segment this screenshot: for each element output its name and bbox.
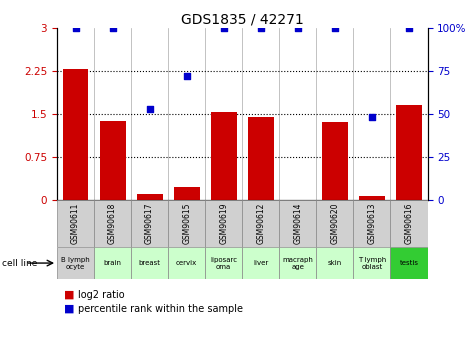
Text: macraph
age: macraph age bbox=[282, 257, 314, 269]
Bar bbox=[279, 247, 316, 279]
Bar bbox=[168, 200, 205, 247]
Bar bbox=[63, 69, 88, 200]
Point bbox=[146, 106, 153, 111]
Bar bbox=[322, 122, 348, 200]
Point bbox=[257, 25, 265, 30]
Bar bbox=[168, 247, 205, 279]
Text: B lymph
ocyte: B lymph ocyte bbox=[61, 257, 90, 269]
Point bbox=[183, 73, 190, 79]
Point bbox=[72, 25, 79, 30]
Text: GSM90619: GSM90619 bbox=[219, 203, 228, 244]
Point bbox=[368, 115, 376, 120]
Bar bbox=[100, 121, 125, 200]
Bar bbox=[131, 247, 168, 279]
Text: GSM90614: GSM90614 bbox=[294, 203, 302, 244]
Point bbox=[331, 25, 339, 30]
Bar bbox=[205, 200, 242, 247]
Bar bbox=[390, 247, 428, 279]
Text: liposarc
oma: liposarc oma bbox=[210, 257, 238, 269]
Text: GSM90617: GSM90617 bbox=[145, 203, 154, 244]
Text: testis: testis bbox=[399, 260, 418, 266]
Text: ■: ■ bbox=[64, 290, 75, 300]
Bar bbox=[211, 112, 237, 200]
Bar bbox=[353, 200, 390, 247]
Text: GSM90612: GSM90612 bbox=[256, 203, 265, 244]
Text: breast: breast bbox=[139, 260, 161, 266]
Point bbox=[109, 25, 116, 30]
Bar bbox=[316, 200, 353, 247]
Text: GSM90615: GSM90615 bbox=[182, 203, 191, 244]
Bar bbox=[390, 200, 428, 247]
Point bbox=[220, 25, 228, 30]
Text: T lymph
oblast: T lymph oblast bbox=[358, 257, 386, 269]
Bar bbox=[242, 200, 279, 247]
Point bbox=[405, 25, 413, 30]
Text: ■: ■ bbox=[64, 304, 75, 314]
Text: liver: liver bbox=[253, 260, 268, 266]
Bar bbox=[57, 247, 94, 279]
Bar bbox=[359, 196, 385, 200]
Text: GSM90616: GSM90616 bbox=[405, 203, 413, 244]
Bar bbox=[137, 194, 162, 200]
Point bbox=[294, 25, 302, 30]
Text: GSM90611: GSM90611 bbox=[71, 203, 80, 244]
Text: skin: skin bbox=[328, 260, 342, 266]
Bar bbox=[248, 117, 274, 200]
Bar bbox=[57, 200, 94, 247]
Text: cell line: cell line bbox=[2, 259, 38, 268]
Bar bbox=[94, 200, 131, 247]
Bar bbox=[316, 247, 353, 279]
Bar bbox=[131, 200, 168, 247]
Bar bbox=[242, 247, 279, 279]
Bar bbox=[353, 247, 390, 279]
Text: brain: brain bbox=[104, 260, 122, 266]
Text: GSM90620: GSM90620 bbox=[331, 203, 339, 244]
Text: GSM90618: GSM90618 bbox=[108, 203, 117, 244]
Text: cervix: cervix bbox=[176, 260, 197, 266]
Bar bbox=[396, 105, 422, 200]
Bar bbox=[279, 200, 316, 247]
Text: GSM90613: GSM90613 bbox=[368, 203, 376, 244]
Bar bbox=[174, 187, 200, 200]
Bar bbox=[94, 247, 131, 279]
Bar bbox=[205, 247, 242, 279]
Text: percentile rank within the sample: percentile rank within the sample bbox=[78, 304, 243, 314]
Title: GDS1835 / 42271: GDS1835 / 42271 bbox=[181, 12, 304, 27]
Text: log2 ratio: log2 ratio bbox=[78, 290, 125, 300]
